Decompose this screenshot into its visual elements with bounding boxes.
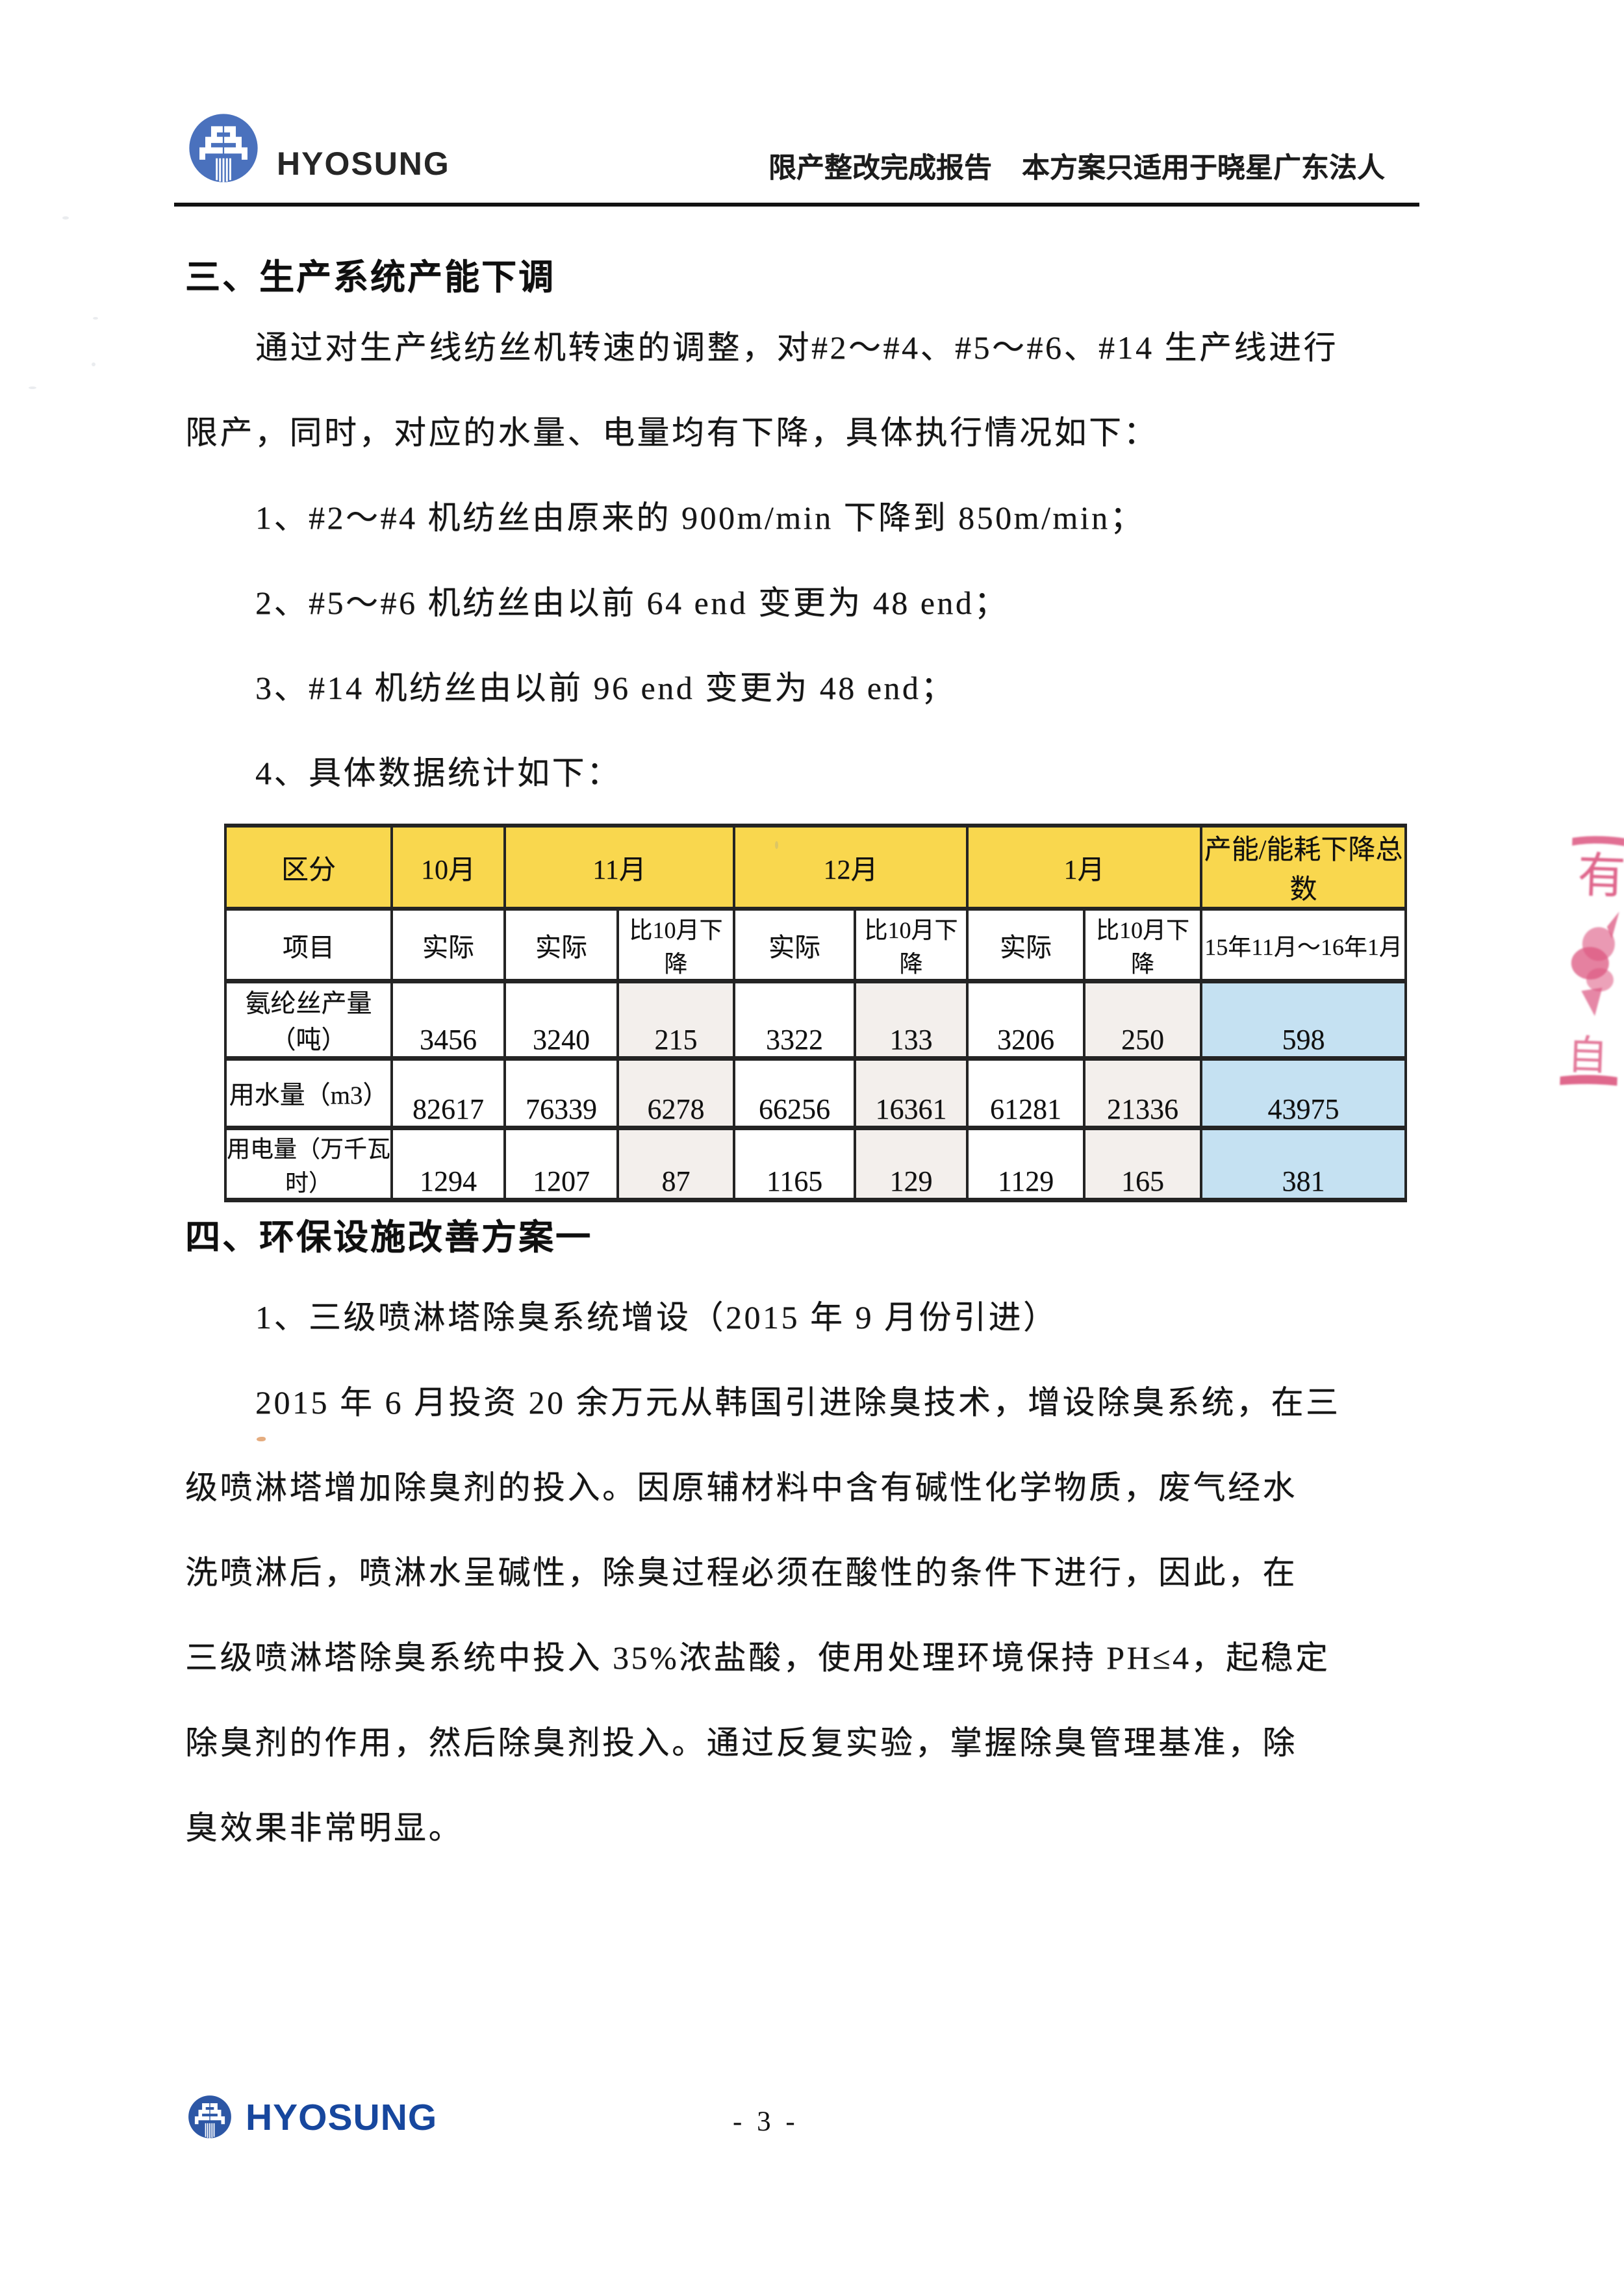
doc-title: 限产整改完成报告: [768, 153, 992, 184]
cell-value: 43975: [1200, 1057, 1408, 1130]
section4-paragraph-line: 2015 年 6 月投资 20 余万元从韩国引进除臭技术，增设除臭系统，在三: [255, 1384, 1341, 1421]
section4-paragraph-line: 除臭剂的作用，然后除臭剂投入。通过反复实验，掌握除臭管理基准，除: [185, 1725, 1297, 1761]
header-cell: 比10月下降: [854, 907, 969, 983]
table-row: 用水量（m3） 82617 76339 6278 66256 16361 612…: [224, 1057, 1408, 1130]
cell-value: 6278: [616, 1057, 736, 1130]
production-data-table: 区分 10月 11月 12月 1月 产能/能耗下降总数 项目 实际 实际 比10…: [224, 824, 1408, 1202]
handwritten-red-annotation: 有 自: [1560, 836, 1624, 1086]
section4-paragraph-line: 级喷淋塔增加除臭剂的投入。因原辅材料中含有碱性化学物质，废气经水: [185, 1469, 1297, 1506]
scan-speck: [92, 362, 95, 366]
header-cell: 10月: [390, 824, 506, 911]
scan-speck: [62, 216, 69, 220]
table-row: 用电量（万千瓦时） 1294 1207 87 1165 129 1129 165…: [224, 1126, 1408, 1202]
scan-speck: [93, 317, 98, 320]
cell-value: 133: [854, 980, 969, 1061]
scan-speck: [29, 386, 36, 389]
cell-value: 16361: [854, 1057, 969, 1130]
cell-value: 3206: [966, 980, 1086, 1061]
row-label: 氨纶丝产量（吨）: [224, 980, 393, 1061]
header-cell: 比10月下降: [1083, 907, 1203, 983]
cell-value: 21336: [1083, 1057, 1203, 1130]
header-title: 限产整改完成报告 本方案只适用于晓星广东法人: [768, 145, 1385, 186]
section3-paragraph-line: 限产，同时，对应的水量、电量均有下降，具体执行情况如下：: [185, 414, 1158, 451]
doc-scope: 本方案只适用于晓星广东法人: [1022, 153, 1385, 184]
cell-value: 1294: [390, 1126, 506, 1202]
header-brand-text: HYOSUNG: [277, 145, 450, 182]
scan-speck: [775, 841, 778, 849]
section4-paragraph-line: 洗喷淋后，喷淋水呈碱性，除臭过程必须在酸性的条件下进行，因此，在: [185, 1554, 1297, 1591]
section4-heading: 四、环保设施改善方案一: [185, 1218, 592, 1257]
hyosung-logo-icon: [189, 114, 258, 183]
section3-paragraph-line: 通过对生产线纺丝机转速的调整，对#2～#4、#5～#6、#14 生产线进行: [255, 329, 1338, 366]
list-item: 3、#14 机纺丝由以前 96 end 变更为 48 end；: [255, 670, 956, 706]
table-row: 氨纶丝产量（吨） 3456 3240 215 3322 133 3206 250…: [224, 980, 1408, 1061]
cell-value: 129: [854, 1126, 969, 1202]
cell-value: 381: [1200, 1126, 1408, 1202]
header-cell: 比10月下降: [616, 907, 736, 983]
header-divider: [174, 203, 1419, 207]
section4-paragraph-line: 臭效果非常明显。: [185, 1810, 463, 1846]
cell-value: 250: [1083, 980, 1203, 1061]
section3-heading: 三、生产系统产能下调: [185, 258, 555, 297]
table-header-row-measures: 项目 实际 实际 比10月下降 实际 比10月下降 实际 比10月下降 15年1…: [224, 907, 1408, 983]
footer-brand-text: HYOSUNG: [246, 2097, 438, 2138]
row-label: 用水量（m3）: [224, 1057, 393, 1130]
header-logo: HYOSUNG: [187, 112, 450, 184]
cell-value: 598: [1200, 980, 1408, 1061]
header-cell: 1月: [966, 824, 1203, 911]
cell-value: 215: [616, 980, 736, 1061]
list-item: 4、具体数据统计如下：: [255, 755, 622, 791]
section4-subheading: 1、三级喷淋塔除臭系统增设（2015 年 9 月份引进）: [255, 1299, 1058, 1335]
scan-speck: [257, 1437, 266, 1441]
cell-value: 76339: [503, 1057, 619, 1130]
footer-logo: HYOSUNG: [187, 2094, 437, 2140]
list-item: 1、#2～#4 机纺丝由原来的 900m/min 下降到 850m/min；: [255, 499, 1145, 536]
header-cell: 项目: [224, 907, 393, 983]
annotation-char-bottom: 自: [1567, 1033, 1608, 1079]
cell-value: 61281: [966, 1057, 1086, 1130]
header-cell: 实际: [733, 907, 857, 983]
cell-value: 1165: [733, 1126, 857, 1202]
header-cell: 产能/能耗下降总数: [1200, 824, 1408, 911]
table-header-row-months: 区分 10月 11月 12月 1月 产能/能耗下降总数: [224, 824, 1408, 911]
cell-value: 3322: [733, 980, 857, 1061]
annotation-char-top: 有: [1577, 849, 1624, 904]
header-cell: 实际: [503, 907, 619, 983]
cell-value: 3240: [503, 980, 619, 1061]
header-cell: 12月: [733, 824, 969, 911]
header-cell: 实际: [966, 907, 1086, 983]
header-cell: 15年11月～16年1月: [1200, 907, 1408, 983]
header-cell: 实际: [390, 907, 506, 983]
section4-paragraph-line: 三级喷淋塔除臭系统中投入 35%浓盐酸，使用处理环境保持 PH≤4，起稳定: [185, 1639, 1330, 1676]
cell-value: 165: [1083, 1126, 1203, 1202]
cell-value: 82617: [390, 1057, 506, 1130]
page-number: - 3 -: [733, 2106, 799, 2137]
cell-value: 66256: [733, 1057, 857, 1130]
list-item: 2、#5～#6 机纺丝由以前 64 end 变更为 48 end；: [255, 585, 1009, 621]
row-label: 用电量（万千瓦时）: [224, 1126, 393, 1202]
cell-value: 87: [616, 1126, 736, 1202]
cell-value: 1207: [503, 1126, 619, 1202]
header-cell: 区分: [224, 824, 393, 911]
cell-value: 3456: [390, 980, 506, 1061]
hyosung-logo-icon: [188, 2095, 231, 2138]
cell-value: 1129: [966, 1126, 1086, 1202]
header-cell: 11月: [503, 824, 736, 911]
